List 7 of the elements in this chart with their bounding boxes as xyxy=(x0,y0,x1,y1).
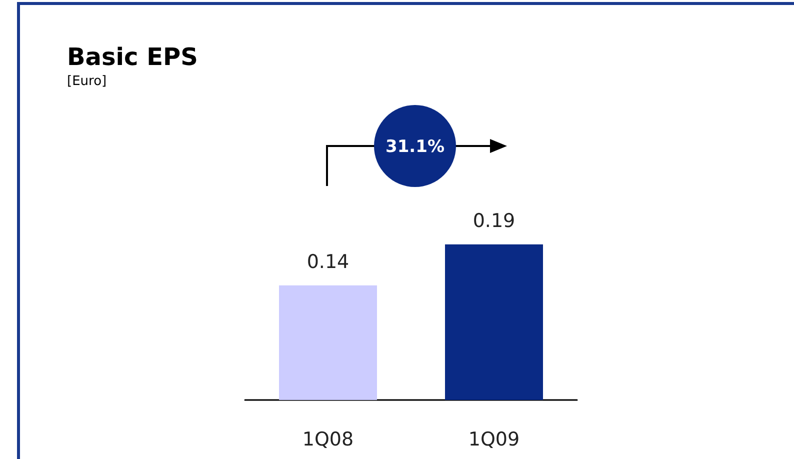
text: [Euro] xyxy=(67,74,107,89)
data-label: 0.14 xyxy=(306,250,350,273)
chart-title: Basic EPS xyxy=(67,43,198,71)
x-tick-label: 1Q08 xyxy=(302,428,354,450)
x-tick-label: 1Q09 xyxy=(468,428,520,450)
text: 31.1% xyxy=(386,137,444,157)
data-label: 0.19 xyxy=(472,210,516,232)
